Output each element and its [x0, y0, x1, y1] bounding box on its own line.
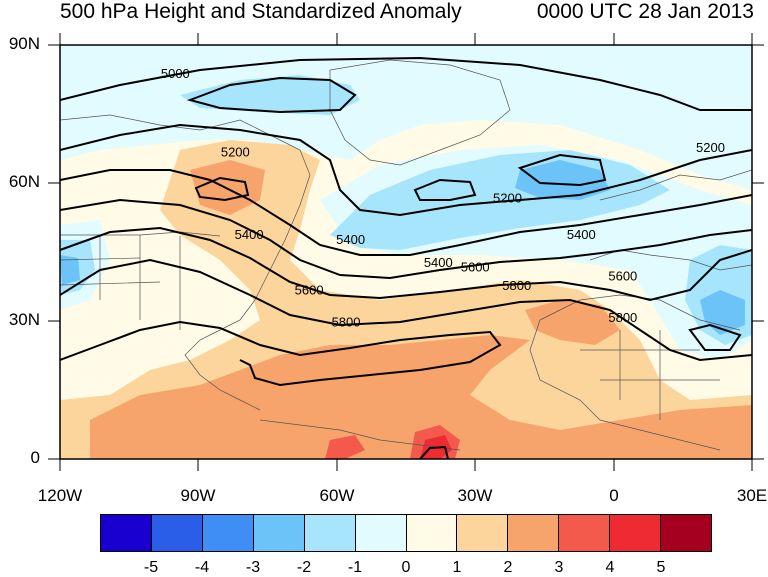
contour-label: 5800	[608, 310, 637, 325]
positive-anomaly-strong	[325, 435, 365, 459]
contour-label: 5400	[424, 255, 453, 270]
lon-label-30e: 30E	[736, 486, 768, 505]
lon-label-90w: 90W	[180, 486, 216, 505]
contour-label: 5200	[696, 140, 725, 155]
lon-label-120w: 120W	[37, 486, 83, 505]
colorbar-swatch	[508, 515, 560, 551]
negative-anomaly-strong-2	[700, 290, 745, 335]
contour-label: 5200	[493, 190, 522, 205]
colorbar-label: -3	[245, 559, 261, 576]
negative-anomaly-medium	[180, 75, 360, 115]
contour-label: 5600	[295, 282, 324, 297]
lon-label-60w: 60W	[319, 486, 355, 505]
contour-label: 5400	[567, 227, 596, 242]
colorbar-label: -1	[347, 559, 363, 576]
contour-label: 5800	[332, 315, 361, 330]
contour-label: 5400	[235, 227, 264, 242]
colorbar-label: -5	[143, 559, 159, 576]
contour-label: 5200	[221, 144, 250, 159]
height-contours	[60, 56, 752, 459]
colorbar-swatch	[151, 515, 203, 551]
colorbar-swatch	[610, 515, 662, 551]
colorbar-swatch	[457, 515, 509, 551]
colorbar-label: 3	[554, 559, 564, 576]
colorbar-swatch	[304, 515, 356, 551]
colorbar-label: 4	[605, 559, 615, 576]
coastlines	[60, 59, 752, 451]
colorbar-swatch	[101, 515, 152, 551]
contour-label: 5400	[336, 232, 365, 247]
lat-label-90n: 90N	[8, 34, 40, 53]
map-plot-area	[60, 45, 752, 459]
colorbar-label: 2	[503, 559, 513, 576]
map-title: 500 hPa Height and Standardized Anomaly	[60, 0, 462, 23]
lat-label-30n: 30N	[8, 310, 40, 329]
positive-anomaly-medium	[90, 335, 752, 459]
contour-label: 5800	[502, 278, 531, 293]
colorbar-label: 1	[452, 559, 462, 576]
colorbar-swatch	[661, 515, 712, 551]
colorbar-label: -2	[296, 559, 312, 576]
negative-anomaly-strong-3	[60, 255, 80, 285]
negative-anomaly-strong	[515, 160, 610, 200]
lon-label-30w: 30W	[457, 486, 493, 505]
lon-label-0: 0	[609, 486, 619, 505]
colorbar-swatch	[355, 515, 407, 551]
map-valid-time: 0000 UTC 28 Jan 2013	[536, 0, 754, 23]
contour-label: 5000	[161, 66, 190, 81]
lat-label-60n: 60N	[8, 172, 40, 191]
contour-label-layer: 5000 5200 5200 5200 5400 5400 5400 5400 5600 5600…	[161, 66, 725, 330]
colorbar-swatch	[559, 515, 611, 551]
colorbar-label: 5	[656, 559, 666, 576]
contour-label: 5600	[461, 259, 490, 274]
positive-anomaly-medium-3	[525, 300, 620, 345]
colorbar-label: 0	[401, 559, 411, 576]
colorbar-swatch	[253, 515, 305, 551]
contour-label: 5600	[608, 269, 637, 284]
colorbar-label: -4	[194, 559, 210, 576]
lat-label-0: 0	[30, 448, 40, 467]
colorbar	[100, 514, 712, 552]
colorbar-swatch	[202, 515, 254, 551]
positive-anomaly-medium-2	[190, 160, 265, 215]
axis-ticks	[48, 33, 764, 471]
map-frame	[59, 44, 753, 460]
negative-anomaly-light	[60, 45, 752, 190]
colorbar-swatch	[406, 515, 458, 551]
